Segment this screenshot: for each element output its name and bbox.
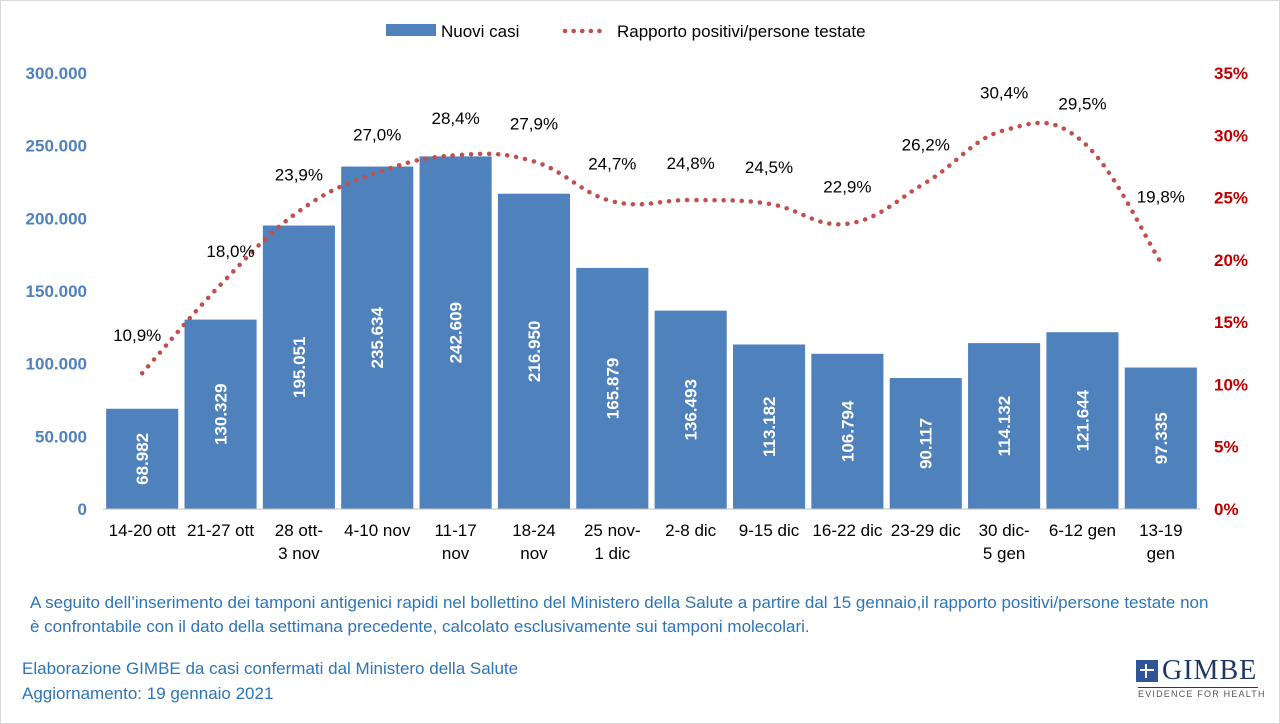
y-right-tick-label: 15% — [1214, 313, 1248, 332]
bar-value-label: 121.644 — [1073, 389, 1092, 451]
y-right-tick-label: 10% — [1214, 375, 1248, 394]
bar — [106, 408, 179, 509]
bar — [732, 344, 806, 509]
x-tick-label: 30 dic- — [979, 521, 1030, 540]
bar — [968, 343, 1041, 509]
x-tick-label: 28 ott- — [275, 521, 323, 540]
x-tick-label: 4-10 nov — [344, 521, 411, 540]
bar — [576, 267, 649, 509]
bar — [184, 319, 257, 509]
bar — [497, 193, 571, 509]
legend-line-label: Rapporto positivi/persone testate — [617, 22, 866, 41]
bar-value-label: 90.117 — [917, 418, 936, 469]
update-date-text: Aggiornamento: 19 gennaio 2021 — [22, 684, 274, 703]
bar — [419, 156, 492, 509]
y-right-tick-label: 25% — [1214, 189, 1248, 208]
bar-value-label: 136.493 — [682, 379, 701, 440]
line-value-label: 18,0% — [206, 242, 254, 261]
bar-value-label: 114.132 — [995, 396, 1014, 457]
bar-value-label: 106.794 — [838, 400, 857, 462]
bar — [1124, 367, 1197, 509]
x-tick-label: 1 dic — [594, 544, 630, 563]
logo-word: GIMBE — [1162, 655, 1258, 686]
y-left-tick-label: 300.000 — [26, 64, 87, 83]
legend-bar-label: Nuovi casi — [441, 22, 519, 41]
x-tick-label: 2-8 dic — [665, 521, 717, 540]
line-value-label: 19,8% — [1137, 187, 1185, 206]
logo-tagline: EVIDENCE FOR HEALTH — [1138, 687, 1266, 699]
x-tick-label: 3 nov — [278, 544, 320, 563]
line-value-label: 23,9% — [275, 165, 323, 184]
y-right-tick-label: 35% — [1214, 64, 1248, 83]
line-value-label: 29,5% — [1058, 95, 1106, 114]
methodology-note: A seguito dell’inserimento dei tamponi a… — [30, 593, 1209, 636]
line-value-label: 26,2% — [902, 136, 950, 155]
y-right-tick-label: 30% — [1214, 126, 1248, 145]
gimbe-logo: GIMBE EVIDENCE FOR HEALTH — [1136, 655, 1266, 702]
y-left-tick-label: 200.000 — [26, 209, 87, 228]
bar — [811, 353, 884, 509]
x-tick-label: nov — [520, 544, 548, 563]
source-text: Elaborazione GIMBE da casi confermati da… — [22, 659, 519, 678]
line-value-label: 27,0% — [353, 126, 401, 145]
positivity-series-line — [139, 120, 1164, 376]
legend-bar-swatch — [386, 24, 436, 36]
bar-value-label: 195.051 — [290, 337, 309, 398]
bar — [341, 166, 414, 509]
line-value-label: 24,5% — [745, 158, 793, 177]
y-left-tick-label: 150.000 — [26, 282, 87, 301]
y-left-tick-label: 50.000 — [35, 427, 87, 446]
bar-value-label: 97.335 — [1152, 412, 1171, 464]
x-tick-label: 23-29 dic — [891, 521, 961, 540]
bar — [262, 225, 335, 509]
bar — [654, 310, 727, 509]
line-value-label: 30,4% — [980, 83, 1028, 102]
y-left-tick-label: 250.000 — [26, 137, 87, 156]
y-right-tick-label: 5% — [1214, 438, 1239, 457]
x-tick-label: 21-27 ott — [187, 521, 254, 540]
line-value-label: 27,9% — [510, 114, 558, 133]
line-value-label: 22,9% — [823, 178, 871, 197]
bar — [889, 378, 962, 509]
y-right-tick-label: 0% — [1214, 500, 1239, 519]
x-tick-label: nov — [442, 544, 470, 563]
x-tick-label: 14-20 ott — [109, 521, 176, 540]
x-tick-label: 16-22 dic — [812, 521, 882, 540]
x-tick-label: 25 nov- — [584, 521, 641, 540]
line-value-label: 28,4% — [432, 109, 480, 128]
x-tick-label: 9-15 dic — [739, 521, 800, 540]
y-left-tick-label: 0 — [78, 500, 87, 519]
x-tick-label: 11-17 — [434, 521, 476, 540]
line-value-label: 10,9% — [113, 326, 161, 345]
bar-value-label: 113.182 — [760, 396, 779, 457]
bar-value-label: 130.329 — [212, 384, 231, 445]
y-left-tick-label: 100.000 — [26, 355, 87, 374]
x-tick-label: 18-24 — [512, 521, 555, 540]
line-value-label: 24,7% — [588, 154, 636, 173]
bar-value-label: 68.982 — [133, 433, 152, 485]
x-tick-label: 5 gen — [983, 544, 1026, 563]
line-value-label: 24,8% — [667, 154, 715, 173]
bar-value-label: 216.950 — [525, 321, 544, 382]
x-tick-label: gen — [1147, 544, 1175, 563]
cases-positivity-chart: 0 50.000 100.000 150.000 200.000 250.000 300.0… — [26, 22, 1248, 563]
bar-value-label: 242.609 — [447, 302, 466, 363]
x-tick-label: 6-12 gen — [1049, 521, 1116, 540]
bar — [1046, 332, 1119, 509]
logo-mark-icon — [1136, 660, 1158, 682]
y-right-tick-label: 20% — [1214, 251, 1248, 270]
bar-value-label: 235.634 — [368, 307, 387, 369]
bar-value-label: 165.879 — [603, 358, 622, 419]
x-tick-label: 13-19 — [1139, 521, 1182, 540]
